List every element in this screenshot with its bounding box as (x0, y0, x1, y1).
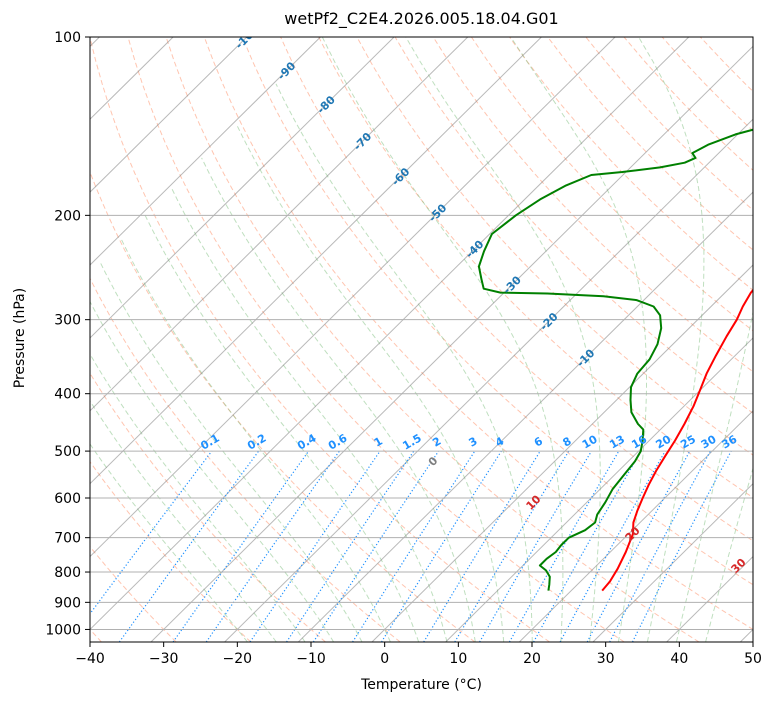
moist-adiabat (706, 37, 775, 642)
y-tick-label: 700 (54, 531, 81, 547)
x-tick-label: 10 (449, 651, 467, 667)
y-tick-label: 1000 (45, 622, 81, 638)
dry-adiabat (52, 37, 475, 642)
x-tick-label: −10 (296, 651, 326, 667)
x-tick-label: 30 (597, 651, 615, 667)
mixing-ratio-label: 16 (629, 432, 649, 451)
x-tick-label: 20 (523, 651, 541, 667)
dry-adiabat-label: 30 (729, 556, 749, 576)
mixing-ratio-line (509, 451, 618, 642)
isotherm (372, 37, 775, 642)
isotherm (0, 37, 468, 642)
mixing-ratio-line (560, 451, 665, 642)
mixing-ratio-label: 25 (678, 433, 698, 452)
mixing-ratio-label: 6 (532, 434, 545, 449)
y-tick-label: 600 (54, 491, 81, 507)
moist-adiabat (44, 320, 276, 642)
mixing-ratio-label: 10 (580, 432, 600, 451)
dry-adiabat (281, 37, 775, 642)
mixing-ratio-label: 1 (372, 435, 385, 450)
isotherm (0, 37, 541, 642)
moist-adiabat (236, 124, 504, 642)
isotherm (225, 37, 775, 642)
isotherm (77, 37, 688, 642)
y-tick-label: 800 (54, 565, 81, 581)
dry-adiabat-label: 0 (426, 454, 441, 469)
dry-adiabat-label: 10 (524, 492, 544, 512)
mixing-ratio-line (534, 451, 641, 642)
moist-adiabat (202, 158, 476, 642)
y-tick-label: 300 (54, 313, 81, 329)
x-tick-label: −30 (149, 651, 179, 667)
mixing-ratio-label: 30 (699, 432, 719, 451)
y-tick-label: 400 (54, 387, 81, 403)
dry-adiabat-label: 20 (623, 524, 643, 544)
mixing-ratio-label: 0.4 (295, 431, 319, 452)
y-axis-label: Pressure (hPa) (12, 263, 28, 413)
dry-adiabat (510, 37, 775, 642)
dry-adiabat (0, 37, 251, 642)
x-tick-label: −20 (223, 651, 253, 667)
x-axis-label: Temperature (°C) (90, 677, 753, 693)
mixing-ratio-line (206, 451, 339, 642)
mixing-ratio-label: 36 (720, 432, 740, 451)
dry-adiabat (662, 37, 775, 642)
moist-adiabat (172, 188, 447, 642)
mixing-ratio-line (382, 451, 502, 642)
x-tick-label: −40 (75, 651, 105, 667)
y-tick-label: 500 (54, 444, 81, 460)
chart-title: wetPf2_C2E4.2026.005.18.04.G01 (0, 9, 775, 28)
mixing-ratio-label: 8 (560, 435, 573, 450)
isotherm (740, 37, 775, 642)
mixing-ratio-label: 1.5 (400, 432, 423, 453)
plot-frame (90, 37, 753, 642)
y-tick-label: 100 (54, 30, 81, 46)
dry-adiabat (14, 37, 401, 642)
isotherm (0, 37, 394, 642)
isotherm (151, 37, 762, 642)
mixing-ratio-label: 3 (466, 435, 479, 450)
dry-adiabat (548, 37, 775, 642)
mixing-ratio-line (633, 451, 732, 642)
y-tick-label: 200 (54, 208, 81, 224)
isotherm (4, 37, 615, 642)
dry-adiabat (166, 37, 699, 642)
mixing-ratio-line (455, 451, 569, 642)
moist-adiabat (80, 283, 333, 642)
mixing-ratio-line (313, 451, 438, 642)
dry-adiabat (319, 37, 775, 642)
dry-adiabat (395, 37, 775, 642)
x-tick-label: 50 (744, 651, 762, 667)
y-tick-label: 900 (54, 595, 81, 611)
dry-adiabat (586, 37, 775, 642)
isotherm (593, 37, 775, 642)
x-tick-label: 0 (380, 651, 389, 667)
isotherm (0, 37, 320, 642)
isotherm (519, 37, 775, 642)
x-tick-label: 40 (670, 651, 688, 667)
